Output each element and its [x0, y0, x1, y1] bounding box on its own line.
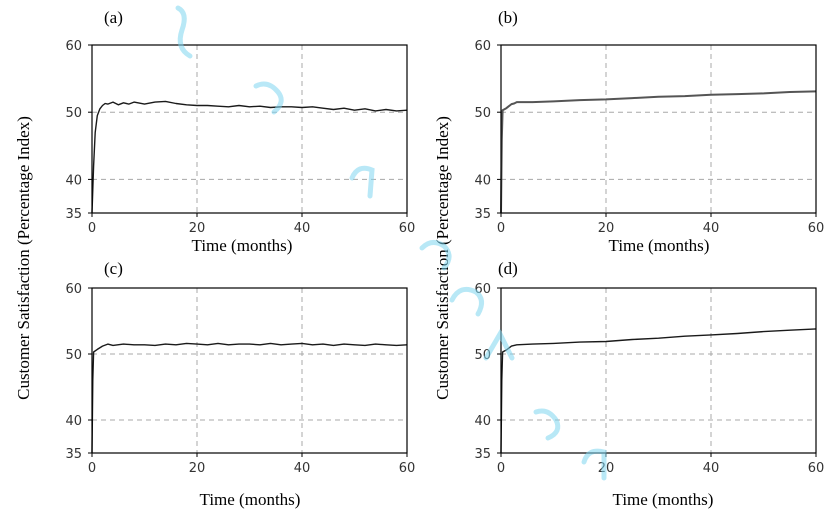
plot-area: 0 20 40 60 35 40 50 60: [474, 39, 824, 236]
x-tick-label: 40: [294, 461, 311, 476]
y-tick-label: 60: [474, 282, 491, 297]
y-tick-label: 40: [474, 173, 491, 188]
y-tick-label: 50: [474, 348, 491, 363]
x-tick-label: 60: [399, 461, 416, 476]
x-tick-label: 40: [294, 221, 311, 236]
x-tick-label: 0: [497, 461, 505, 476]
y-tick-label: 35: [474, 447, 491, 462]
panel-b: (b) 0 20 40 60 35 40 50 60 Time (months): [474, 8, 824, 255]
y-tick-label: 35: [65, 207, 82, 222]
plot-background: [92, 288, 407, 453]
series-line: [91, 100, 408, 214]
plot-background: [501, 45, 816, 213]
series-line: [500, 90, 817, 214]
y-tick-label: 40: [474, 414, 491, 429]
plot-background: [92, 45, 407, 213]
y-tick-label: 40: [65, 173, 82, 188]
y-tick-label: 40: [65, 414, 82, 429]
x-axis-label: Time (months): [200, 490, 301, 509]
x-tick-label: 40: [703, 221, 720, 236]
y-tick-label: 50: [65, 106, 82, 121]
y-tick-label: 60: [65, 282, 82, 297]
plot-frame: [500, 287, 817, 454]
plot-area: 0 20 40 60 35 40 50 60: [474, 282, 824, 476]
plot-area: 0 20 40 60 35 40 50 60: [65, 282, 415, 476]
panel-label: (d): [498, 259, 518, 278]
y-tick-label: 50: [474, 106, 491, 121]
x-axis-label: Time (months): [192, 236, 293, 255]
series-line: [91, 342, 408, 454]
x-axis-label: Time (months): [609, 236, 710, 255]
x-tick-label: 0: [88, 461, 96, 476]
plot-area: 0 20 40 60 35 40 50 60: [65, 39, 415, 236]
y-tick-label: 60: [65, 39, 82, 54]
panel-c: (c) 0 20 40 60 35 40 50 60 Time (months): [65, 259, 415, 509]
y-axis-label-left: Customer Satisfaction (Percentage Index): [14, 116, 33, 400]
plot-frame: [91, 287, 408, 454]
x-tick-label: 20: [189, 221, 206, 236]
plot-frame: [500, 44, 817, 214]
y-tick-label: 60: [474, 39, 491, 54]
panel-label: (c): [104, 259, 123, 278]
plot-frame: [91, 44, 408, 214]
x-tick-label: 60: [808, 461, 825, 476]
x-tick-label: 0: [497, 221, 505, 236]
x-tick-label: 60: [808, 221, 825, 236]
x-tick-label: 20: [598, 221, 615, 236]
x-tick-label: 0: [88, 221, 96, 236]
plot-background: [501, 288, 816, 453]
panel-label: (a): [104, 8, 123, 27]
x-axis-label: Time (months): [613, 490, 714, 509]
x-tick-label: 20: [598, 461, 615, 476]
y-tick-label: 50: [65, 348, 82, 363]
y-tick-label: 35: [65, 447, 82, 462]
panel-a: (a) 0 20 40 60 35 40 50 60 Time (months): [65, 8, 415, 255]
x-tick-label: 40: [703, 461, 720, 476]
x-tick-label: 60: [399, 221, 416, 236]
x-tick-label: 20: [189, 461, 206, 476]
panel-d: (d) 0 20 40 60 35 40 50 60 Time (months): [474, 259, 824, 509]
panel-label: (b): [498, 8, 518, 27]
y-axis-label-center: Customer Satisfaction (Percentage Index): [433, 116, 452, 400]
y-tick-label: 35: [474, 207, 491, 222]
